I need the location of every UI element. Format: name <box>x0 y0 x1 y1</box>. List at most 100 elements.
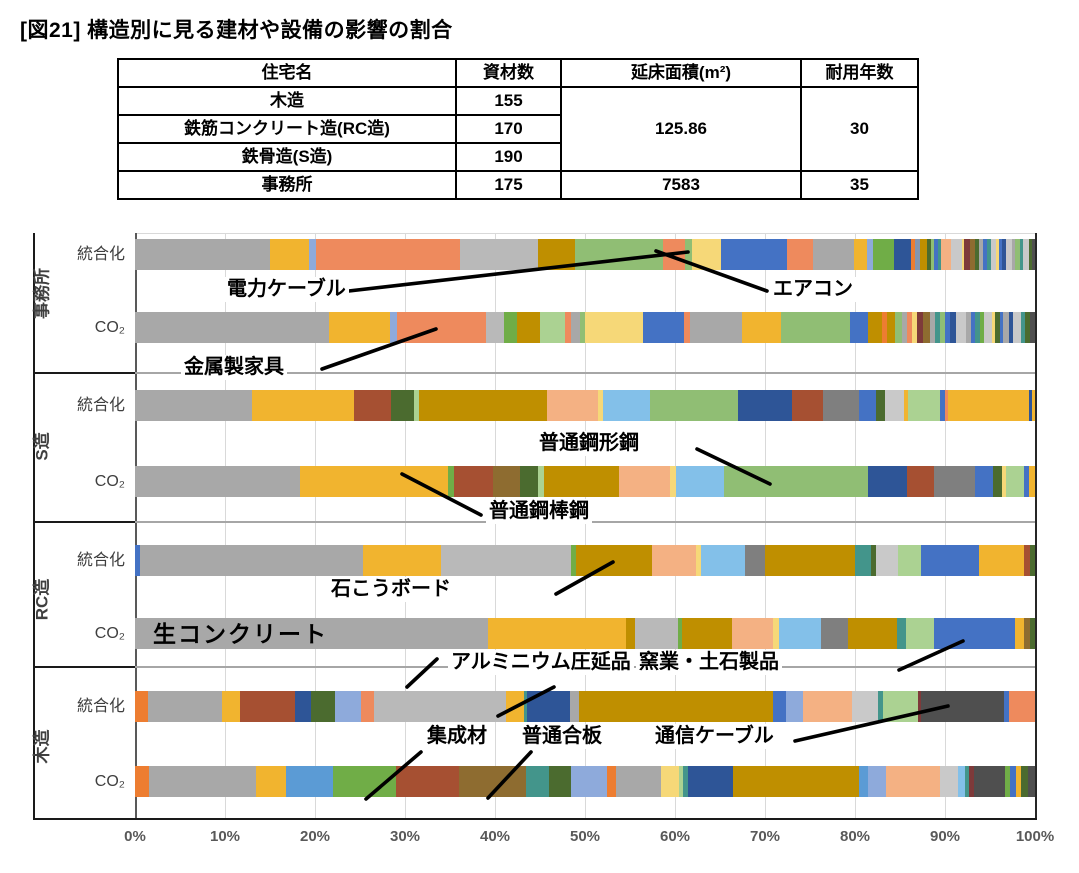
row-label-統合化: 統合化 <box>76 397 125 414</box>
header-material-count: 資材数 <box>455 58 562 88</box>
x-tick-label: 80% <box>839 828 871 845</box>
bar-segment-darkgray <box>823 390 860 421</box>
gridline-100% <box>1035 233 1037 818</box>
bar-RC造-統合化 <box>135 545 1035 576</box>
header-service-life: 耐用年数 <box>800 58 919 88</box>
group-separator-line <box>135 372 1035 374</box>
bar-segment-paleyellow <box>996 239 999 270</box>
bar-segment-paleyellow <box>691 239 721 270</box>
bar-segment-blue <box>944 312 951 343</box>
bar-segment-teal <box>937 239 942 270</box>
bar-segment-orange <box>881 312 888 343</box>
category-axis-line <box>33 233 35 820</box>
bar-segment-blue <box>982 239 988 270</box>
bar-segment-gray <box>135 466 300 497</box>
bar-segment-olive <box>626 618 636 649</box>
group-label-事務所: 事務所 <box>32 268 52 319</box>
bar-segment-gray <box>1011 239 1016 270</box>
table-row: 鉄骨造(S造) 190 <box>117 142 918 172</box>
bar-segment-teal <box>987 239 991 270</box>
bar-segment-teal <box>1019 239 1024 270</box>
row-label-統合化: 統合化 <box>76 552 125 569</box>
group-axis-tick <box>33 521 135 523</box>
bar-segment-salmon <box>1008 691 1035 722</box>
bar-segment-amber <box>252 390 354 421</box>
bar-segment-brightgreen <box>872 239 894 270</box>
bar-segment-gray <box>135 312 329 343</box>
bar-segment-gray <box>966 312 971 343</box>
bar-segment-gray <box>148 691 223 722</box>
bar-segment-darkgray <box>934 466 975 497</box>
bar-segment-cornflower <box>867 766 886 797</box>
bar-segment-lightgray <box>984 312 992 343</box>
bar-segment-darkgreen <box>927 239 931 270</box>
bar-segment-gray <box>1003 312 1009 343</box>
bar-segment-lightgreen <box>539 312 566 343</box>
bar-segment-darkgreen <box>1030 618 1035 649</box>
bar-segment-amber <box>299 466 449 497</box>
bar-segment-darkgreen <box>548 766 572 797</box>
gridline-10% <box>225 233 226 818</box>
bar-segment-paleyellow <box>695 545 702 576</box>
bar-segment-teal <box>854 545 872 576</box>
bar-segment-darkblue <box>868 466 908 497</box>
bar-segment-peach <box>802 691 853 722</box>
bar-segment-salmon <box>663 239 686 270</box>
bar-segment-peach <box>652 545 696 576</box>
annotation-窯業・土石製品: 窯業・土石製品 <box>636 650 782 675</box>
bar-segment-skyblue <box>701 545 746 576</box>
bar-segment-gray <box>570 691 579 722</box>
bar-segment-gray <box>930 312 935 343</box>
bar-segment-amber <box>269 239 310 270</box>
bar-segment-darkblue <box>894 239 911 270</box>
leader-line-アルミニウム圧延品 <box>405 657 439 689</box>
bar-segment-paleyellow <box>1001 466 1007 497</box>
bar-segment-orange <box>910 239 916 270</box>
group-axis-tick <box>33 372 135 374</box>
x-tick-label: 100% <box>1015 828 1055 845</box>
bar-segment-darkblue <box>737 390 792 421</box>
bar-segment-amber <box>948 390 1029 421</box>
group-label-RC造: RC造 <box>32 578 52 621</box>
bar-segment-brown <box>969 239 975 270</box>
bar-segment-teal <box>526 766 549 797</box>
row-label-CO₂: CO₂ <box>94 773 125 790</box>
bar-segment-teal <box>683 766 688 797</box>
group-label-木造: 木造 <box>32 729 52 764</box>
bar-segment-darkgreen <box>311 691 335 722</box>
bar-segment-gray2 <box>485 312 504 343</box>
bar-segment-salmon <box>786 239 814 270</box>
bar-segment-paleyellow <box>961 239 965 270</box>
bar-segment-olive <box>419 390 548 421</box>
bar-segment-olive <box>517 312 540 343</box>
bar-segment-lightgray <box>875 545 899 576</box>
bar-segment-gray <box>901 312 908 343</box>
row-label-CO₂: CO₂ <box>94 319 125 336</box>
row-label-統合化: 統合化 <box>76 246 125 263</box>
bar-segment-green <box>940 312 945 343</box>
bar-segment-lightgreen <box>906 618 934 649</box>
bar-segment-gray <box>615 766 661 797</box>
bar-segment-salmon <box>396 312 486 343</box>
bar-segment-paleyellow <box>991 312 996 343</box>
bar-segment-paleyellow <box>772 618 779 649</box>
bar-segment-salmon <box>316 239 460 270</box>
bar-segment-olive <box>543 466 620 497</box>
bar-segment-teal <box>964 766 970 797</box>
bar-segment-orange <box>135 691 149 722</box>
cell-materials: 190 <box>455 142 562 172</box>
bar-segment-blue <box>1024 466 1029 497</box>
x-tick-label: 40% <box>479 828 511 845</box>
bar-segment-teal <box>975 312 980 343</box>
bar-segment-gray <box>690 312 743 343</box>
x-tick-label: 10% <box>209 828 241 845</box>
bar-事務所-統合化 <box>135 239 1035 270</box>
bar-segment-darkblue <box>687 766 733 797</box>
bar-segment-brightgreen <box>332 766 396 797</box>
bar-segment-blue <box>1009 766 1017 797</box>
bar-segment-peach <box>619 466 671 497</box>
bar-segment-darkgreen <box>871 545 876 576</box>
bar-segment-amber <box>505 691 524 722</box>
cell-floor-area: 7583 <box>560 170 802 200</box>
